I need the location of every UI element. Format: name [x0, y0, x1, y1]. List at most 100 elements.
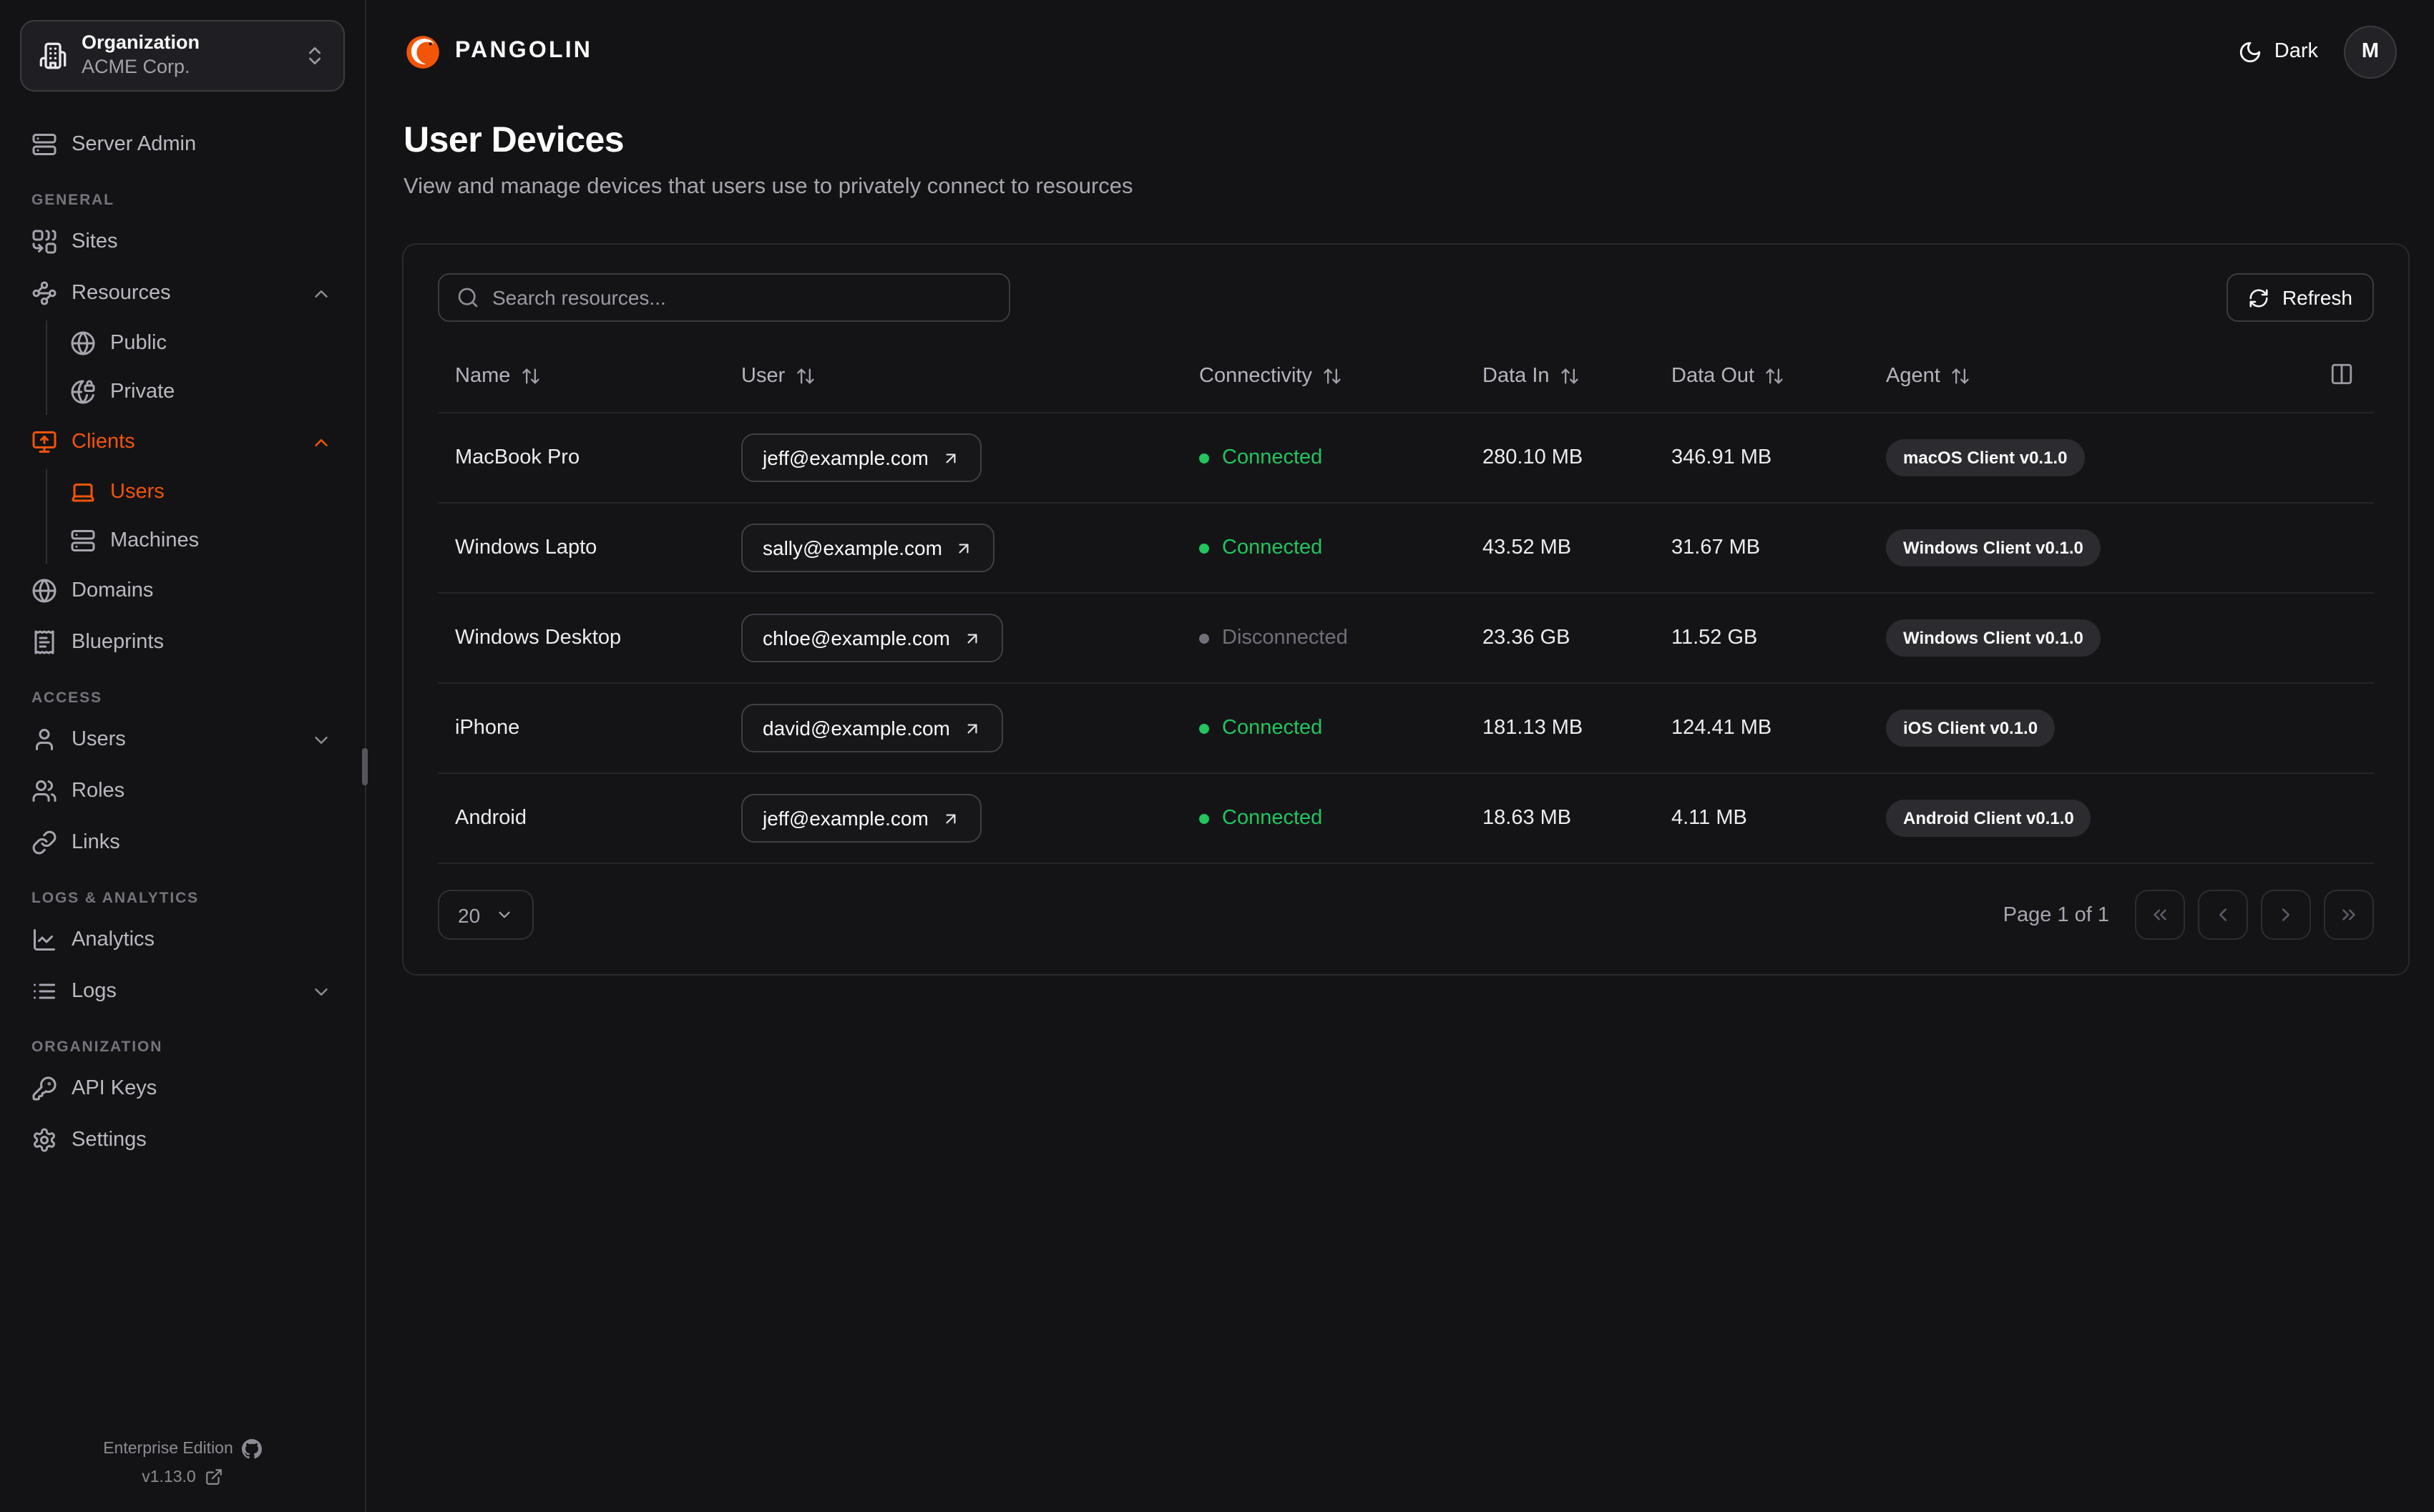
gear-icon [31, 1127, 57, 1153]
columns-icon[interactable] [2327, 359, 2357, 393]
next-page-button[interactable] [2261, 890, 2311, 940]
sort-icon [1950, 366, 1970, 386]
sidebar-item-users[interactable]: Users [20, 715, 345, 764]
sidebar-nav: Server Admin GENERAL Sites Resources Public P… [0, 106, 365, 1410]
device-name: Windows Desktop [438, 593, 724, 684]
previous-page-button[interactable] [2198, 890, 2248, 940]
data-out-value: 31.67 MB [1654, 503, 1869, 594]
avatar[interactable]: M [2344, 25, 2397, 78]
page-size-select[interactable]: 20 [438, 890, 534, 940]
globe-icon [31, 578, 57, 604]
section-label-logs-analytics: LOGS & ANALYTICS [31, 890, 200, 907]
search-box [438, 273, 1010, 322]
link-icon [31, 830, 57, 855]
device-name: Windows Lapto [438, 503, 724, 594]
sidebar-item-links[interactable]: Links [20, 818, 345, 867]
sidebar-item-resources[interactable]: Resources [20, 269, 345, 318]
building-icon [39, 41, 67, 70]
user-link-button[interactable]: jeff@example.com [741, 433, 982, 482]
arrow-up-right-icon [955, 539, 974, 557]
edition-label: Enterprise Edition [103, 1440, 233, 1458]
org-switcher-value: ACME Corp. [82, 56, 190, 77]
search-input[interactable] [492, 286, 992, 309]
arrow-up-right-icon [963, 629, 982, 647]
column-header-user[interactable]: User [724, 342, 1182, 413]
arrow-up-right-icon [942, 809, 960, 828]
sidebar-item-clients[interactable]: Clients [20, 418, 345, 466]
enterprise-edition-link[interactable]: Enterprise Edition [14, 1439, 351, 1459]
user-email: jeff@example.com [763, 807, 929, 830]
sidebar-item-settings[interactable]: Settings [20, 1116, 345, 1164]
sidebar-footer: Enterprise Edition v1.13.0 [0, 1410, 365, 1512]
connectivity-status: Connected [1199, 807, 1322, 830]
column-header-data-in[interactable]: Data In [1465, 342, 1654, 413]
section-label-organization: ORGANIZATION [31, 1039, 163, 1056]
chevron-down-icon [308, 727, 333, 752]
column-header-connectivity[interactable]: Connectivity [1182, 342, 1465, 413]
connectivity-status: Connected [1199, 537, 1322, 560]
data-in-value: 181.13 MB [1465, 683, 1654, 774]
chart-line-icon [31, 927, 57, 953]
sidebar: Organization ACME Corp. Server Admin GENE… [0, 0, 366, 1512]
data-in-value: 23.36 GB [1465, 593, 1654, 684]
sidebar-item-blueprints[interactable]: Blueprints [20, 618, 345, 667]
sidebar-resize-handle[interactable] [362, 748, 368, 785]
monitor-up-icon [31, 429, 57, 455]
search-icon [456, 286, 479, 309]
agent-badge: Windows Client v0.1.0 [1886, 529, 2101, 566]
column-header-name[interactable]: Name [438, 342, 724, 413]
list-icon [31, 978, 57, 1004]
moon-icon [2239, 39, 2263, 64]
user-email: david@example.com [763, 717, 950, 740]
receipt-icon [31, 629, 57, 655]
sidebar-item-private[interactable]: Private [59, 369, 345, 415]
arrow-up-right-icon [942, 448, 960, 467]
table-row: Android jeff@example.com Connected 18.63… [438, 773, 2374, 864]
resources-icon [31, 280, 57, 306]
column-header-agent[interactable]: Agent [1869, 342, 2310, 413]
user-link-button[interactable]: jeff@example.com [741, 794, 982, 843]
version-link[interactable]: v1.13.0 [14, 1468, 351, 1486]
sidebar-item-server-admin[interactable]: Server Admin [20, 120, 345, 169]
sidebar-item-logs[interactable]: Logs [20, 967, 345, 1016]
sidebar-item-public[interactable]: Public [59, 320, 345, 366]
sidebar-item-users[interactable]: Users [59, 469, 345, 515]
last-page-button[interactable] [2324, 890, 2374, 940]
data-out-value: 4.11 MB [1654, 773, 1869, 864]
theme-toggle[interactable]: Dark [2239, 39, 2318, 64]
agent-badge: Windows Client v0.1.0 [1886, 619, 2101, 657]
org-switcher[interactable]: Organization ACME Corp. [20, 20, 345, 92]
user-link-button[interactable]: chloe@example.com [741, 614, 1003, 662]
key-icon [31, 1076, 57, 1101]
user-email: jeff@example.com [763, 446, 929, 469]
chevron-down-icon [494, 905, 513, 924]
user-link-button[interactable]: sally@example.com [741, 524, 995, 572]
refresh-button[interactable]: Refresh [2226, 273, 2374, 322]
users-icon [31, 778, 57, 804]
github-icon [241, 1439, 262, 1459]
first-page-button[interactable] [2135, 890, 2185, 940]
table-row: Windows Lapto sally@example.com Connecte… [438, 503, 2374, 594]
main-area: PANGOLIN Dark M User Devices View and ma… [366, 0, 2434, 1512]
data-out-value: 124.41 MB [1654, 683, 1869, 774]
status-dot [1199, 723, 1209, 734]
device-name: MacBook Pro [438, 413, 724, 504]
sidebar-item-machines[interactable]: Machines [59, 518, 345, 564]
chevrons-up-down-icon [303, 44, 326, 67]
sort-icon [1560, 366, 1580, 386]
column-header-data-out[interactable]: Data Out [1654, 342, 1869, 413]
connectivity-status: Disconnected [1199, 627, 1348, 650]
table-row: MacBook Pro jeff@example.com Connected 2… [438, 413, 2374, 504]
refresh-icon [2248, 287, 2269, 308]
sidebar-item-api-keys[interactable]: API Keys [20, 1064, 345, 1113]
user-link-button[interactable]: david@example.com [741, 704, 1003, 752]
theme-toggle-label: Dark [2274, 40, 2318, 63]
page-subtitle: View and manage devices that users use t… [404, 175, 1133, 199]
sidebar-item-sites[interactable]: Sites [20, 217, 345, 266]
sidebar-item-analytics[interactable]: Analytics [20, 915, 345, 964]
data-in-value: 280.10 MB [1465, 413, 1654, 504]
brand-name: PANGOLIN [455, 39, 593, 63]
sidebar-item-roles[interactable]: Roles [20, 767, 345, 815]
sidebar-item-domains[interactable]: Domains [20, 566, 345, 615]
